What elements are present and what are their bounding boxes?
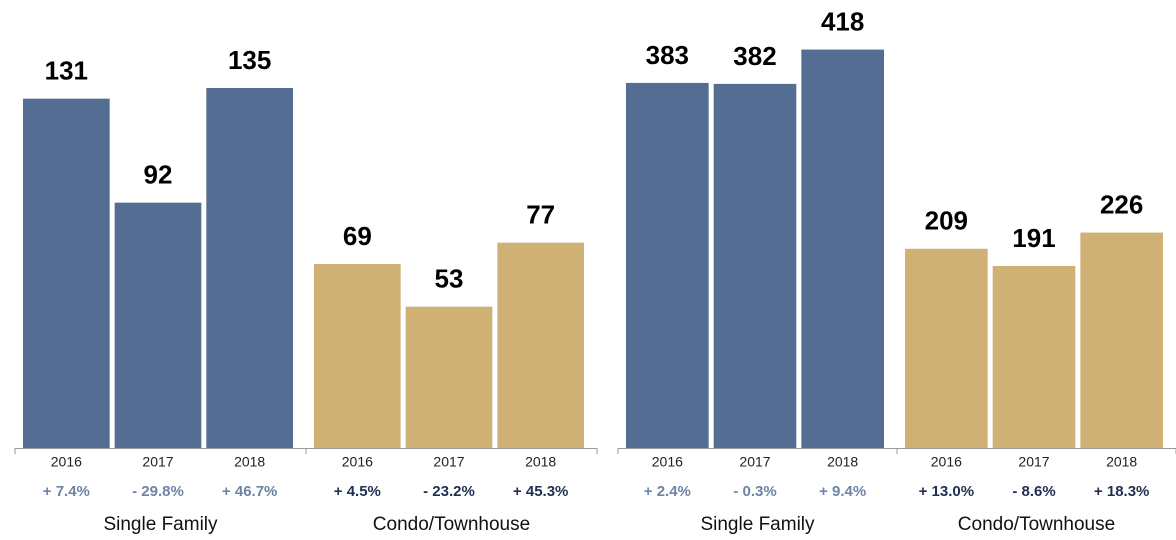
change-label: + 45.3%: [513, 483, 568, 500]
year-label: 2016: [652, 454, 683, 470]
change-label: + 46.7%: [222, 483, 277, 500]
change-label: + 9.4%: [819, 483, 866, 500]
bar: [405, 306, 493, 448]
value-label: 131: [45, 56, 88, 86]
change-label: - 29.8%: [132, 483, 184, 500]
year-label: 2016: [342, 454, 373, 470]
bar: [23, 98, 110, 449]
change-label: + 7.4%: [43, 483, 90, 500]
change-label: + 4.5%: [334, 483, 381, 500]
bar: [1080, 232, 1163, 448]
change-label: + 18.3%: [1094, 483, 1149, 500]
year-label: 2018: [234, 454, 265, 470]
value-label: 135: [228, 45, 271, 75]
bar: [992, 265, 1076, 448]
value-label: 226: [1100, 189, 1143, 219]
year-label: 2017: [1018, 454, 1049, 470]
bar: [206, 88, 293, 448]
change-label: + 2.4%: [644, 483, 691, 500]
value-label: 382: [733, 41, 776, 71]
value-label: 92: [144, 160, 173, 190]
year-label: 2016: [51, 454, 82, 470]
year-label: 2017: [433, 454, 464, 470]
group-label: Single Family: [700, 514, 815, 535]
bar: [497, 242, 584, 448]
bar: [314, 264, 401, 448]
year-label: 2017: [739, 454, 770, 470]
year-label: 2018: [525, 454, 556, 470]
year-label: 2017: [142, 454, 173, 470]
group-label: Condo/Townhouse: [958, 514, 1115, 535]
bar: [801, 49, 884, 449]
bar: [626, 82, 709, 448]
change-label: - 8.6%: [1012, 483, 1055, 500]
value-label: 418: [821, 6, 864, 36]
value-label: 53: [435, 264, 464, 294]
bar: [114, 202, 202, 448]
group-label: Condo/Townhouse: [373, 514, 530, 535]
value-label: 77: [526, 200, 555, 230]
year-label: 2016: [931, 454, 962, 470]
change-label: - 23.2%: [423, 483, 475, 500]
value-label: 191: [1012, 223, 1055, 253]
year-label: 2018: [827, 454, 858, 470]
group-label: Single Family: [103, 514, 218, 535]
bar: [713, 83, 797, 448]
bar: [905, 248, 988, 448]
change-label: + 13.0%: [919, 483, 974, 500]
year-label: 2018: [1106, 454, 1137, 470]
value-label: 383: [646, 40, 689, 70]
change-label: - 0.3%: [733, 483, 776, 500]
value-label: 209: [925, 206, 968, 236]
value-label: 69: [343, 221, 372, 251]
